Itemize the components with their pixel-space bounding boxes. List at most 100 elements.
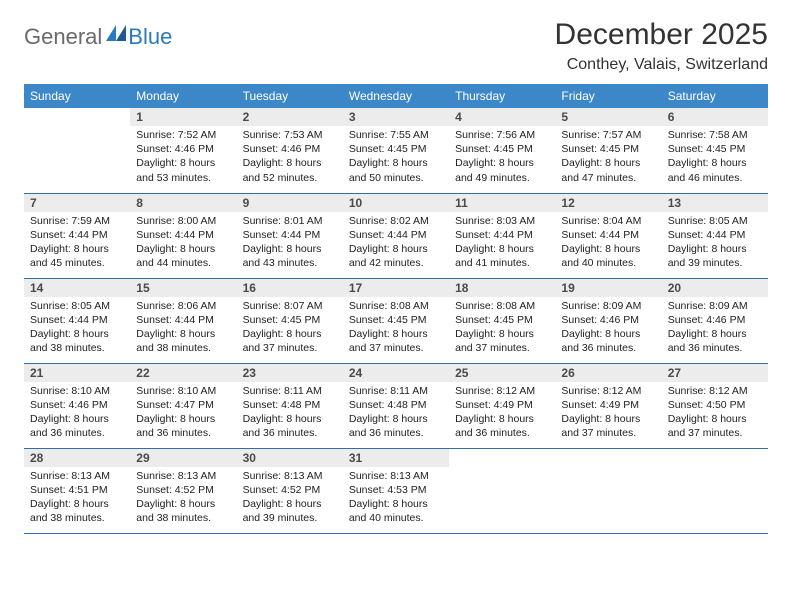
calendar-day-cell: 2 Sunrise: 7:53 AMSunset: 4:46 PMDaylight… xyxy=(237,108,343,193)
day-content: 1Sunrise: 7:52 AMSunset: 4:46 PMDaylight… xyxy=(130,108,236,191)
day-details: Sunrise: 7:52 AMSunset: 4:46 PMDaylight:… xyxy=(130,126,236,191)
day-number: 30 xyxy=(237,449,343,467)
day-content: 17Sunrise: 8:08 AMSunset: 4:45 PMDayligh… xyxy=(343,279,449,362)
daylight-line: Daylight: 8 hours and 52 minutes. xyxy=(243,156,337,184)
calendar-day-cell: 13Sunrise: 8:05 AMSunset: 4:44 PMDayligh… xyxy=(662,193,768,278)
location-text: Conthey, Valais, Switzerland xyxy=(555,56,768,74)
daylight-line: Daylight: 8 hours and 37 minutes. xyxy=(455,327,549,355)
logo-text-blue: Blue xyxy=(128,24,172,50)
day-details: Sunrise: 8:13 AMSunset: 4:52 PMDaylight:… xyxy=(130,467,236,532)
calendar-day-cell: 18Sunrise: 8:08 AMSunset: 4:45 PMDayligh… xyxy=(449,278,555,363)
sunrise-line: Sunrise: 8:04 AM xyxy=(561,214,655,228)
calendar-day-cell: 14Sunrise: 8:05 AMSunset: 4:44 PMDayligh… xyxy=(24,278,130,363)
daylight-line: Daylight: 8 hours and 37 minutes. xyxy=(561,412,655,440)
day-details: Sunrise: 8:12 AMSunset: 4:49 PMDaylight:… xyxy=(555,382,661,447)
weekday-header: Friday xyxy=(555,84,661,108)
sunset-line: Sunset: 4:46 PM xyxy=(243,142,337,156)
sunrise-line: Sunrise: 8:12 AM xyxy=(668,384,762,398)
day-number: 6 xyxy=(662,108,768,126)
weekday-header: Thursday xyxy=(449,84,555,108)
calendar-day-cell: 21Sunrise: 8:10 AMSunset: 4:46 PMDayligh… xyxy=(24,363,130,448)
day-number: 25 xyxy=(449,364,555,382)
day-details: Sunrise: 7:57 AMSunset: 4:45 PMDaylight:… xyxy=(555,126,661,191)
day-details: Sunrise: 8:10 AMSunset: 4:46 PMDaylight:… xyxy=(24,382,130,447)
day-number: 19 xyxy=(555,279,661,297)
sunset-line: Sunset: 4:44 PM xyxy=(668,228,762,242)
calendar-week-row: 28Sunrise: 8:13 AMSunset: 4:51 PMDayligh… xyxy=(24,448,768,533)
day-number: 8 xyxy=(130,194,236,212)
day-content: 29Sunrise: 8:13 AMSunset: 4:52 PMDayligh… xyxy=(130,449,236,532)
day-content: 27Sunrise: 8:12 AMSunset: 4:50 PMDayligh… xyxy=(662,364,768,447)
day-number: 9 xyxy=(237,194,343,212)
day-details: Sunrise: 8:06 AMSunset: 4:44 PMDaylight:… xyxy=(130,297,236,362)
day-number: 2 xyxy=(237,108,343,126)
daylight-line: Daylight: 8 hours and 40 minutes. xyxy=(349,497,443,525)
sunrise-line: Sunrise: 8:05 AM xyxy=(30,299,124,313)
daylight-line: Daylight: 8 hours and 49 minutes. xyxy=(455,156,549,184)
calendar-day-cell xyxy=(555,448,661,533)
sunset-line: Sunset: 4:46 PM xyxy=(561,313,655,327)
sunset-line: Sunset: 4:44 PM xyxy=(455,228,549,242)
day-number: 7 xyxy=(24,194,130,212)
daylight-line: Daylight: 8 hours and 39 minutes. xyxy=(243,497,337,525)
day-number: 29 xyxy=(130,449,236,467)
day-number: 27 xyxy=(662,364,768,382)
sunset-line: Sunset: 4:52 PM xyxy=(136,483,230,497)
day-details: Sunrise: 8:12 AMSunset: 4:49 PMDaylight:… xyxy=(449,382,555,447)
daylight-line: Daylight: 8 hours and 36 minutes. xyxy=(30,412,124,440)
daylight-line: Daylight: 8 hours and 50 minutes. xyxy=(349,156,443,184)
calendar-day-cell: 31Sunrise: 8:13 AMSunset: 4:53 PMDayligh… xyxy=(343,448,449,533)
day-number: 11 xyxy=(449,194,555,212)
day-content: 3Sunrise: 7:55 AMSunset: 4:45 PMDaylight… xyxy=(343,108,449,191)
sunrise-line: Sunrise: 7:58 AM xyxy=(668,128,762,142)
sunset-line: Sunset: 4:45 PM xyxy=(349,142,443,156)
calendar-day-cell xyxy=(449,448,555,533)
sunset-line: Sunset: 4:45 PM xyxy=(668,142,762,156)
daylight-line: Daylight: 8 hours and 36 minutes. xyxy=(668,327,762,355)
calendar-day-cell: 28Sunrise: 8:13 AMSunset: 4:51 PMDayligh… xyxy=(24,448,130,533)
calendar-day-cell: 1Sunrise: 7:52 AMSunset: 4:46 PMDaylight… xyxy=(130,108,236,193)
weekday-header: Sunday xyxy=(24,84,130,108)
sunset-line: Sunset: 4:45 PM xyxy=(561,142,655,156)
sunset-line: Sunset: 4:44 PM xyxy=(561,228,655,242)
sunrise-line: Sunrise: 7:53 AM xyxy=(243,128,337,142)
sunrise-line: Sunrise: 8:05 AM xyxy=(668,214,762,228)
logo: General Blue xyxy=(24,18,172,50)
sunset-line: Sunset: 4:48 PM xyxy=(349,398,443,412)
day-content: 8Sunrise: 8:00 AMSunset: 4:44 PMDaylight… xyxy=(130,194,236,277)
sunset-line: Sunset: 4:44 PM xyxy=(30,228,124,242)
calendar-body: 1Sunrise: 7:52 AMSunset: 4:46 PMDaylight… xyxy=(24,108,768,533)
calendar-day-cell: 4Sunrise: 7:56 AMSunset: 4:45 PMDaylight… xyxy=(449,108,555,193)
sunset-line: Sunset: 4:44 PM xyxy=(30,313,124,327)
sunrise-line: Sunrise: 8:00 AM xyxy=(136,214,230,228)
sunset-line: Sunset: 4:53 PM xyxy=(349,483,443,497)
calendar-page: General Blue December 2025 Conthey, Vala… xyxy=(0,0,792,552)
calendar-day-cell: 26Sunrise: 8:12 AMSunset: 4:49 PMDayligh… xyxy=(555,363,661,448)
day-number: 18 xyxy=(449,279,555,297)
calendar-week-row: 14Sunrise: 8:05 AMSunset: 4:44 PMDayligh… xyxy=(24,278,768,363)
sunrise-line: Sunrise: 8:11 AM xyxy=(349,384,443,398)
calendar-day-cell: 16Sunrise: 8:07 AMSunset: 4:45 PMDayligh… xyxy=(237,278,343,363)
day-content: 23Sunrise: 8:11 AMSunset: 4:48 PMDayligh… xyxy=(237,364,343,447)
day-number: 4 xyxy=(449,108,555,126)
day-content: 2 Sunrise: 7:53 AMSunset: 4:46 PMDaylight… xyxy=(237,108,343,191)
day-content: 7Sunrise: 7:59 AMSunset: 4:44 PMDaylight… xyxy=(24,194,130,277)
sunset-line: Sunset: 4:49 PM xyxy=(561,398,655,412)
day-content: 9Sunrise: 8:01 AMSunset: 4:44 PMDaylight… xyxy=(237,194,343,277)
sunrise-line: Sunrise: 8:13 AM xyxy=(349,469,443,483)
day-number: 21 xyxy=(24,364,130,382)
day-details: Sunrise: 8:08 AMSunset: 4:45 PMDaylight:… xyxy=(343,297,449,362)
daylight-line: Daylight: 8 hours and 37 minutes. xyxy=(349,327,443,355)
sunset-line: Sunset: 4:46 PM xyxy=(136,142,230,156)
day-details: Sunrise: 8:13 AMSunset: 4:52 PMDaylight:… xyxy=(237,467,343,532)
day-details: Sunrise: 7:59 AMSunset: 4:44 PMDaylight:… xyxy=(24,212,130,277)
weekday-header: Monday xyxy=(130,84,236,108)
day-content: 12Sunrise: 8:04 AMSunset: 4:44 PMDayligh… xyxy=(555,194,661,277)
calendar-day-cell: 23Sunrise: 8:11 AMSunset: 4:48 PMDayligh… xyxy=(237,363,343,448)
calendar-day-cell: 15Sunrise: 8:06 AMSunset: 4:44 PMDayligh… xyxy=(130,278,236,363)
day-details: Sunrise: 8:01 AMSunset: 4:44 PMDaylight:… xyxy=(237,212,343,277)
sunset-line: Sunset: 4:45 PM xyxy=(455,142,549,156)
day-content: 24Sunrise: 8:11 AMSunset: 4:48 PMDayligh… xyxy=(343,364,449,447)
day-details: Sunrise: 7:55 AMSunset: 4:45 PMDaylight:… xyxy=(343,126,449,191)
daylight-line: Daylight: 8 hours and 38 minutes. xyxy=(136,327,230,355)
